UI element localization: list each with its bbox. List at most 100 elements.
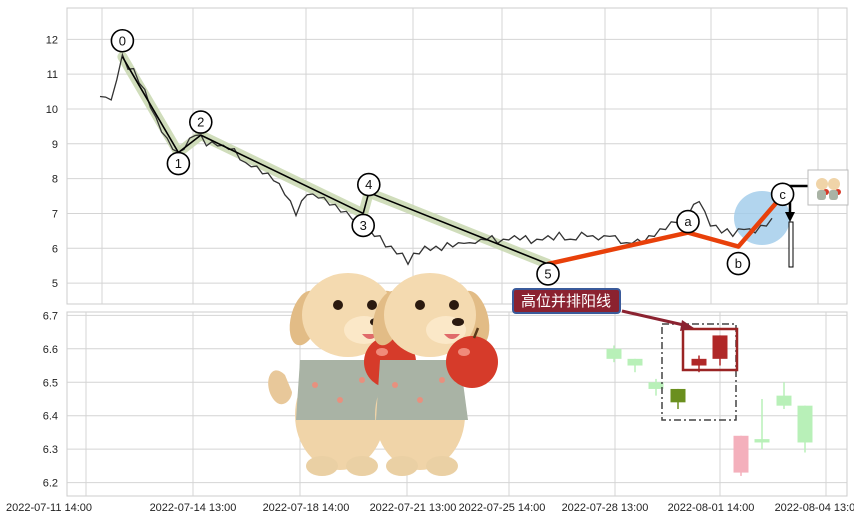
dog-left-leg-right bbox=[346, 456, 378, 476]
top-y-tick-label: 9 bbox=[52, 139, 58, 151]
wave-label: b bbox=[735, 256, 742, 271]
dog-left-eye-left bbox=[333, 300, 343, 310]
wave-label-circle bbox=[726, 251, 751, 276]
bottom-y-tick-label: 6.4 bbox=[43, 411, 58, 423]
annotation-arrow-line bbox=[621, 309, 689, 328]
candle-highlight-box bbox=[661, 323, 737, 421]
bottom-y-axis: 6.2 6.3 6.4 6.5 6.6 6.7 bbox=[43, 310, 58, 489]
x-tick-label: 2022-07-14 13:00 bbox=[150, 502, 237, 514]
dog-thumbnail-body-right bbox=[829, 190, 838, 200]
dog-right-apple bbox=[446, 336, 498, 388]
bottom-y-tick-label: 6.5 bbox=[43, 377, 58, 389]
top-y-tick-label: 7 bbox=[52, 208, 58, 220]
x-tick-label: 2022-07-18 14:00 bbox=[263, 502, 350, 514]
wave-label: 2 bbox=[197, 115, 204, 130]
dog-thumbnail-head-left bbox=[816, 178, 828, 190]
top-y-tick-label: 11 bbox=[47, 69, 58, 81]
candle-body bbox=[670, 388, 686, 403]
annotation-label: 高位并排阳线 bbox=[521, 292, 611, 310]
dog-left-apple-shine bbox=[376, 348, 388, 356]
pointer-bar bbox=[788, 221, 794, 268]
x-tick-label: 2022-08-01 14:00 bbox=[668, 502, 755, 514]
annotation: 高位并排阳线 bbox=[512, 288, 694, 331]
top-y-tick-label: 12 bbox=[46, 34, 58, 46]
x-tick-label: 2022-07-21 13:00 bbox=[370, 502, 457, 514]
pattern-box bbox=[681, 327, 739, 372]
wave-label: 3 bbox=[360, 218, 367, 233]
dog-right-apple-stem bbox=[472, 327, 480, 339]
wave-label-circle bbox=[351, 213, 376, 238]
wave-label-circle bbox=[676, 209, 700, 234]
wave-label: a bbox=[684, 214, 692, 229]
dog-thumbnail bbox=[807, 169, 849, 206]
dog-right-leg-right bbox=[426, 456, 458, 476]
dog-right-nose bbox=[452, 318, 464, 326]
wave-segment bbox=[177, 134, 202, 154]
dog-right-leg-left bbox=[386, 456, 418, 476]
abc-segment bbox=[736, 199, 780, 249]
dog-right-dress-dot-1 bbox=[392, 382, 398, 388]
candles bbox=[606, 335, 813, 476]
candle-body bbox=[606, 348, 622, 359]
wave-label-circle bbox=[536, 262, 560, 286]
bottom-y-tick-label: 6.3 bbox=[43, 444, 58, 456]
wave-lines bbox=[121, 56, 549, 265]
top-y-tick-label: 10 bbox=[46, 104, 58, 116]
candle-body bbox=[691, 358, 707, 366]
bottom-y-tick-label: 6.7 bbox=[43, 310, 58, 322]
wave-label: 0 bbox=[119, 33, 126, 48]
candle-body bbox=[776, 395, 792, 406]
abc-segment bbox=[545, 230, 691, 267]
top-y-axis: 5 6 7 8 9 10 11 12 bbox=[46, 34, 58, 290]
dog-right-eye-left bbox=[415, 300, 425, 310]
annotation-arrow-head bbox=[680, 320, 694, 331]
bottom-y-tick-label: 6.2 bbox=[43, 478, 58, 490]
x-tick-label: 2022-08-04 13:00 bbox=[775, 502, 854, 514]
top-y-tick-label: 5 bbox=[52, 278, 58, 290]
abc-lines bbox=[545, 199, 780, 267]
wave-labels: 0 1 2 3 4 5 a b c bbox=[110, 28, 795, 286]
dog-left bbox=[268, 273, 416, 476]
pointer-arrow-head bbox=[785, 212, 795, 222]
x-axis: 2022-07-11 14:00 2022-07-14 13:00 2022-07-… bbox=[6, 502, 854, 514]
x-tick-label: 2022-07-25 14:00 bbox=[459, 502, 546, 514]
annotation-label-box bbox=[512, 288, 621, 314]
dog-left-dress bbox=[296, 360, 388, 420]
wave-segment bbox=[121, 56, 180, 153]
candle-body bbox=[797, 405, 813, 443]
dog-right-apple-shine bbox=[458, 348, 470, 356]
top-y-tick-label: 6 bbox=[52, 243, 58, 255]
top-panel-frame bbox=[66, 7, 848, 305]
wave-label-circle bbox=[189, 110, 213, 134]
wave-label: 5 bbox=[544, 266, 551, 281]
candle-body bbox=[648, 382, 664, 389]
candle-body bbox=[754, 439, 770, 443]
dog-right-eye-right bbox=[449, 300, 459, 310]
dog-thumbnail-head-right bbox=[828, 178, 840, 190]
dog-right bbox=[372, 273, 498, 476]
price-series bbox=[99, 52, 773, 266]
dog-illustration bbox=[268, 273, 498, 476]
dog-left-tail bbox=[268, 370, 292, 405]
dog-thumbnail-frame bbox=[807, 169, 849, 206]
price-line bbox=[99, 52, 773, 266]
dog-right-dress-dot-3 bbox=[439, 377, 445, 383]
wave-label-circle bbox=[166, 151, 191, 176]
candle-body bbox=[733, 435, 749, 473]
wave-label: c bbox=[779, 187, 786, 202]
dog-right-dress bbox=[376, 360, 468, 420]
dog-right-dress-dot-2 bbox=[417, 397, 423, 403]
dog-right-tongue bbox=[444, 334, 460, 339]
wave-segment bbox=[200, 134, 364, 215]
x-tick-label: 2022-07-28 13:00 bbox=[562, 502, 649, 514]
dog-left-leg-left bbox=[306, 456, 338, 476]
bottom-y-tick-label: 6.6 bbox=[43, 344, 58, 356]
dog-left-dress-dot-3 bbox=[359, 377, 365, 383]
dog-left-dress-dot-2 bbox=[337, 397, 343, 403]
dog-thumbnail-body-left bbox=[817, 190, 826, 200]
candle-body bbox=[627, 358, 643, 366]
dog-left-eye-right bbox=[367, 300, 377, 310]
candle-body bbox=[712, 335, 728, 359]
wave-label: 4 bbox=[365, 177, 372, 192]
